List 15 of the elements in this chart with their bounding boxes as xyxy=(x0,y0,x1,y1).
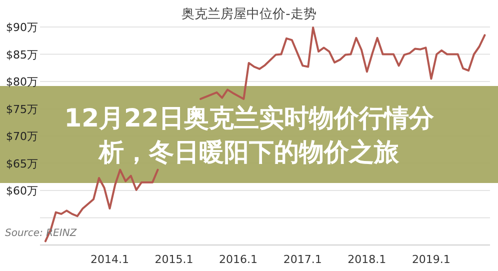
chart-title: 奥克兰房屋中位价-走势 xyxy=(182,6,316,22)
y-tick-label: $85万 xyxy=(6,48,38,62)
x-tick-label: 2015.1 xyxy=(154,253,194,266)
y-tick-label: $75万 xyxy=(6,102,38,116)
x-tick-label: 2019.1 xyxy=(412,253,450,266)
y-tick-label: $90万 xyxy=(6,21,38,34)
x-tick-label: 2017.1 xyxy=(283,253,322,266)
text: 12月22日奥克兰实时物价行情分析，冬日暖阳下的物价之旅 xyxy=(64,104,435,166)
x-tick-label: 2014.1 xyxy=(90,253,129,266)
y-tick-label: $60万 xyxy=(6,184,38,198)
y-tick-label: $70万 xyxy=(6,130,38,143)
x-tick-label: 2016.1 xyxy=(218,253,258,266)
y-tick-label: $65万 xyxy=(6,157,38,170)
y-tick-label: $80万 xyxy=(6,76,38,88)
x-tick-label: 2018.1 xyxy=(348,253,386,266)
